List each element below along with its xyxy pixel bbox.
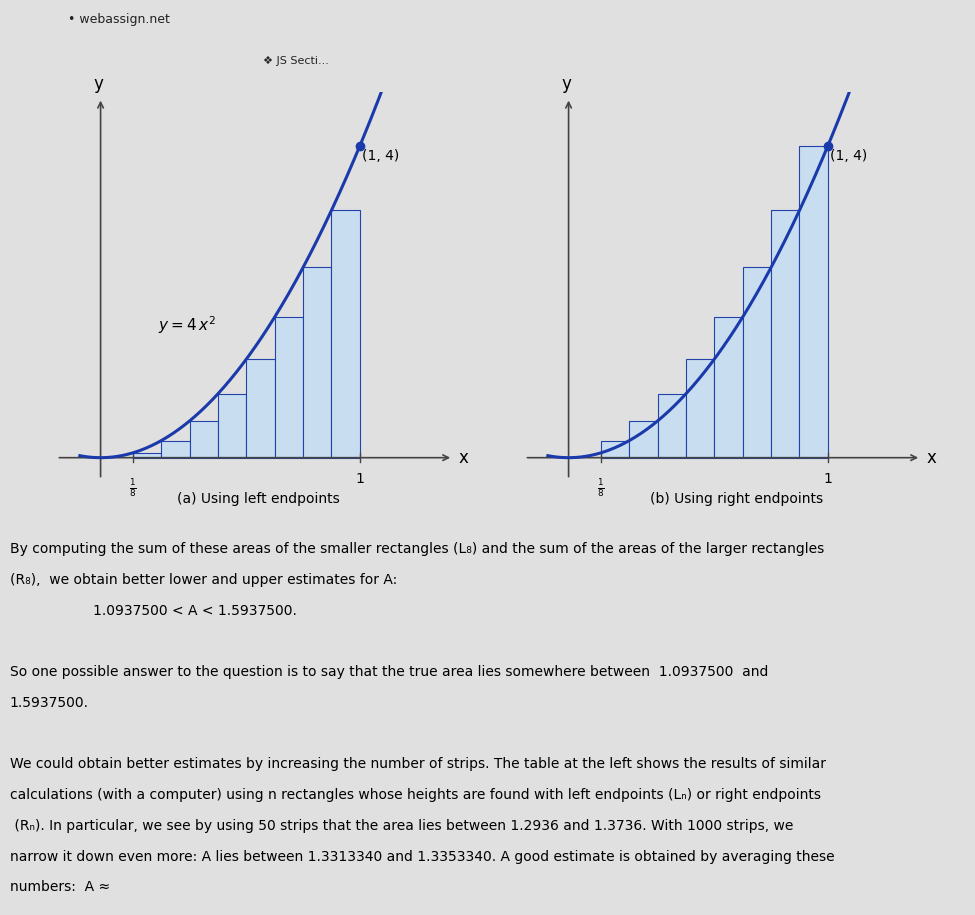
Bar (190, 421, 218, 458)
Bar (800, 146, 828, 458)
Text: calculations (with a computer) using n rectangles whose heights are found with l: calculations (with a computer) using n r… (10, 788, 821, 802)
Text: 1.5937500.: 1.5937500. (10, 696, 89, 710)
Bar (247, 359, 275, 458)
Text: (Rₙ). In particular, we see by using 50 strips that the area lies between 1.2936: (Rₙ). In particular, we see by using 50 … (10, 819, 793, 833)
Text: $\frac{1}{8}$: $\frac{1}{8}$ (130, 477, 137, 499)
Text: So one possible answer to the question is to say that the true area lies somewhe: So one possible answer to the question i… (10, 665, 768, 679)
Text: 1: 1 (823, 472, 833, 486)
Text: x: x (458, 448, 468, 467)
Text: x: x (926, 448, 936, 467)
Bar (161, 440, 190, 458)
Text: y: y (561, 75, 571, 93)
Bar (601, 440, 629, 458)
Text: numbers:  A ≈: numbers: A ≈ (10, 880, 110, 895)
Text: $\frac{1}{8}$: $\frac{1}{8}$ (598, 477, 604, 499)
Text: (a) Using left endpoints: (a) Using left endpoints (177, 492, 339, 506)
Text: ❖ JS Secti...: ❖ JS Secti... (263, 56, 330, 66)
Text: We could obtain better estimates by increasing the number of strips. The table a: We could obtain better estimates by incr… (10, 758, 826, 771)
Text: (R₈),  we obtain better lower and upper estimates for A:: (R₈), we obtain better lower and upper e… (10, 573, 397, 587)
Bar (133, 453, 161, 458)
Bar (303, 267, 332, 458)
Bar (771, 210, 799, 458)
Text: narrow it down even more: A lies between 1.3313340 and 1.3353340. A good estimat: narrow it down even more: A lies between… (10, 850, 835, 864)
Bar (686, 359, 715, 458)
Text: • webassign.net: • webassign.net (68, 13, 170, 27)
Text: 1.0937500 < A < 1.5937500.: 1.0937500 < A < 1.5937500. (58, 604, 297, 618)
Bar (715, 317, 743, 458)
Bar (332, 210, 360, 458)
Text: (b) Using right endpoints: (b) Using right endpoints (649, 492, 823, 506)
Bar (743, 267, 771, 458)
Text: 1: 1 (355, 472, 365, 486)
Text: y: y (93, 75, 103, 93)
Text: By computing the sum of these areas of the smaller rectangles (L₈) and the sum o: By computing the sum of these areas of t… (10, 543, 824, 556)
Text: (1, 4): (1, 4) (831, 149, 868, 163)
Text: (1, 4): (1, 4) (363, 149, 400, 163)
Text: $y = 4\,x^2$: $y = 4\,x^2$ (158, 315, 215, 336)
Bar (275, 317, 303, 458)
Bar (629, 421, 658, 458)
Bar (218, 393, 247, 458)
Bar (658, 393, 686, 458)
